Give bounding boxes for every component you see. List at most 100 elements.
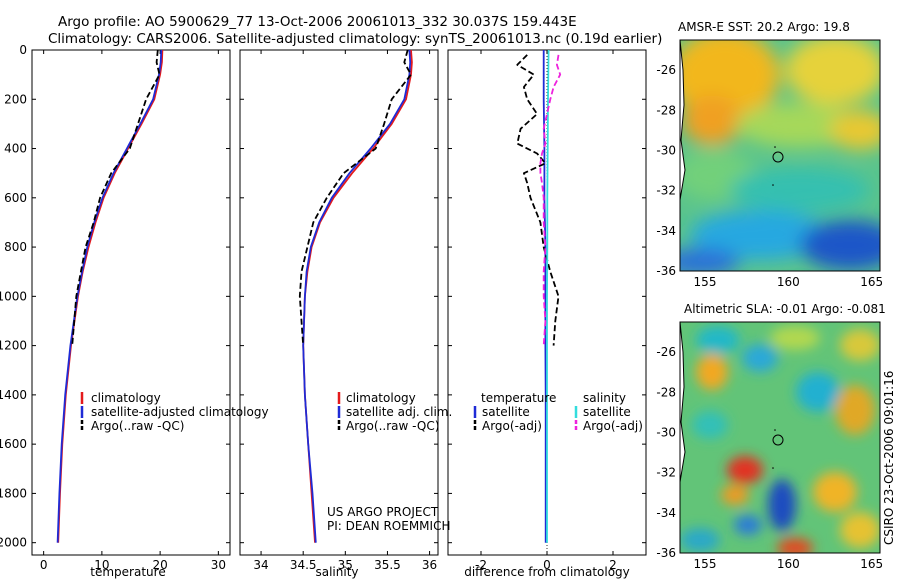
sla-high-patch: [840, 512, 880, 548]
sla-high-patch: [813, 472, 857, 512]
x-tick-label: 10: [94, 558, 109, 572]
difference-temp-satellite-line: [542, 50, 547, 543]
map-y-tick-label: -30: [656, 143, 676, 157]
sla-map-frame: [679, 321, 881, 554]
sla-high-patch: [696, 354, 728, 390]
map-y-tick-label: -36: [656, 546, 676, 560]
sla-low-patch: [680, 528, 720, 552]
pi-credit: PI: DEAN ROEMMICH: [327, 519, 450, 533]
sla-track-dot: [774, 429, 776, 431]
x-tick-label: 35: [338, 558, 353, 572]
map-y-tick-label: -26: [656, 345, 676, 359]
depth-tick-label: 1200: [0, 339, 27, 353]
temperature-legend: climatology satellite-adjusted climatolo…: [80, 391, 269, 433]
legend-label-satellite: satellite adj. clim.: [346, 405, 452, 419]
x-tick-label: 35.5: [374, 558, 401, 572]
x-tick-label: 0: [40, 558, 48, 572]
x-tick-label: 0: [543, 558, 551, 572]
salinity-panel: [239, 49, 439, 556]
x-tick-label: 30: [211, 558, 226, 572]
depth-tick-label: 400: [4, 142, 27, 156]
map-x-tick-label: 155: [694, 557, 717, 571]
legend-header-temperature: temperature: [481, 391, 556, 405]
map-x-tick-label: 155: [694, 275, 717, 289]
legend-label-sal-satellite: satellite: [583, 405, 631, 419]
sla-high-patch: [721, 485, 749, 505]
map-x-tick-label: 160: [777, 275, 800, 289]
sst-track-dot: [772, 184, 774, 186]
sst-track-dot: [774, 146, 776, 148]
sla-low-patch: [742, 344, 778, 372]
depth-tick-label: 1600: [0, 437, 27, 451]
title-line-1: Argo profile: AO 5900629_77 13-Oct-2006 …: [58, 14, 577, 30]
difference-sal-argo-line: [539, 54, 562, 346]
sla-high-patch: [840, 329, 880, 361]
temperature-satellite-line: [56, 49, 163, 543]
legend-label-climatology: climatology: [91, 391, 161, 405]
salinity-legend: climatology satellite adj. clim. Argo(..…: [337, 391, 452, 433]
map-y-tick-label: -32: [656, 184, 676, 198]
sla-high-patch: [777, 538, 813, 553]
legend-label-argo: Argo(..raw -QC): [346, 419, 439, 433]
map-y-tick-label: -32: [656, 466, 676, 480]
map-x-tick-label: 165: [860, 557, 883, 571]
sst-cool-patch: [690, 210, 830, 260]
map-y-tick-label: -36: [656, 264, 676, 278]
map-y-tick-label: -26: [656, 63, 676, 77]
sst-cold-patch: [800, 220, 880, 270]
csiro-stamp: CSIRO 23-Oct-2006 09:01:16: [882, 371, 896, 545]
sla-low-patch: [696, 326, 740, 354]
difference-legend: temperature salinity satellite Argo(-adj…: [473, 391, 643, 433]
sst-map: [680, 40, 880, 271]
map-y-tick-label: -34: [656, 224, 676, 238]
sla-low-patch: [768, 479, 796, 531]
title-line-2: Climatology: CARS2006. Satellite-adjuste…: [48, 31, 662, 47]
x-tick-label: 20: [152, 558, 167, 572]
sla-low-patch: [692, 411, 728, 439]
x-tick-label: 34.5: [290, 558, 317, 572]
sla-argo-marker: [772, 434, 784, 446]
sla-low-patch: [734, 515, 762, 535]
sst-cold-patch: [680, 248, 740, 271]
sst-map-frame: [679, 39, 881, 272]
x-tick-label: 34: [253, 558, 268, 572]
legend-label-argo: Argo(..raw -QC): [91, 419, 184, 433]
legend-label-satellite: satellite-adjusted climatology: [91, 405, 269, 419]
sla-high-patch: [770, 326, 820, 350]
legend-header-salinity: salinity: [583, 391, 626, 405]
salinity-x-label: salinity: [315, 565, 358, 579]
map-y-tick-label: -28: [656, 103, 676, 117]
sla-map-title: Altimetric SLA: -0.01 Argo: -0.081: [684, 302, 886, 316]
difference-x-label: difference from climatology: [464, 565, 630, 579]
difference-temp-argo-line: [516, 54, 560, 346]
sst-warm-patch: [830, 110, 880, 150]
depth-tick-label: 0: [19, 43, 27, 57]
temperature-x-label: temperature: [90, 565, 165, 579]
depth-tick-label: 800: [4, 240, 27, 254]
temperature-panel: [31, 49, 231, 556]
sla-high-patch: [727, 456, 763, 484]
sst-argo-marker: [772, 151, 784, 163]
sst-warm-patch: [682, 95, 742, 145]
map-x-tick-label: 160: [777, 557, 800, 571]
legend-label-climatology: climatology: [346, 391, 416, 405]
difference-sal-satellite-line: [546, 49, 550, 543]
depth-tick-label: 1400: [0, 388, 27, 402]
legend-label-temp-satellite: satellite: [482, 405, 530, 419]
map-y-tick-label: -30: [656, 425, 676, 439]
depth-tick-label: 1800: [0, 486, 27, 500]
depth-tick-label: 200: [4, 92, 27, 106]
sst-cool-patch: [730, 168, 870, 212]
project-credit: US ARGO PROJECT: [327, 505, 439, 519]
legend-label-temp-argo: Argo(-adj): [482, 419, 542, 433]
map-y-tick-label: -34: [656, 506, 676, 520]
sst-warm-patch: [785, 40, 880, 105]
x-tick-label: 2: [609, 558, 617, 572]
x-tick-label: 36: [422, 558, 437, 572]
map-x-tick-label: 165: [860, 275, 883, 289]
sla-low-patch: [796, 372, 840, 412]
sla-track-dot: [772, 467, 774, 469]
map-y-tick-label: -28: [656, 385, 676, 399]
sla-high-patch: [835, 385, 875, 435]
